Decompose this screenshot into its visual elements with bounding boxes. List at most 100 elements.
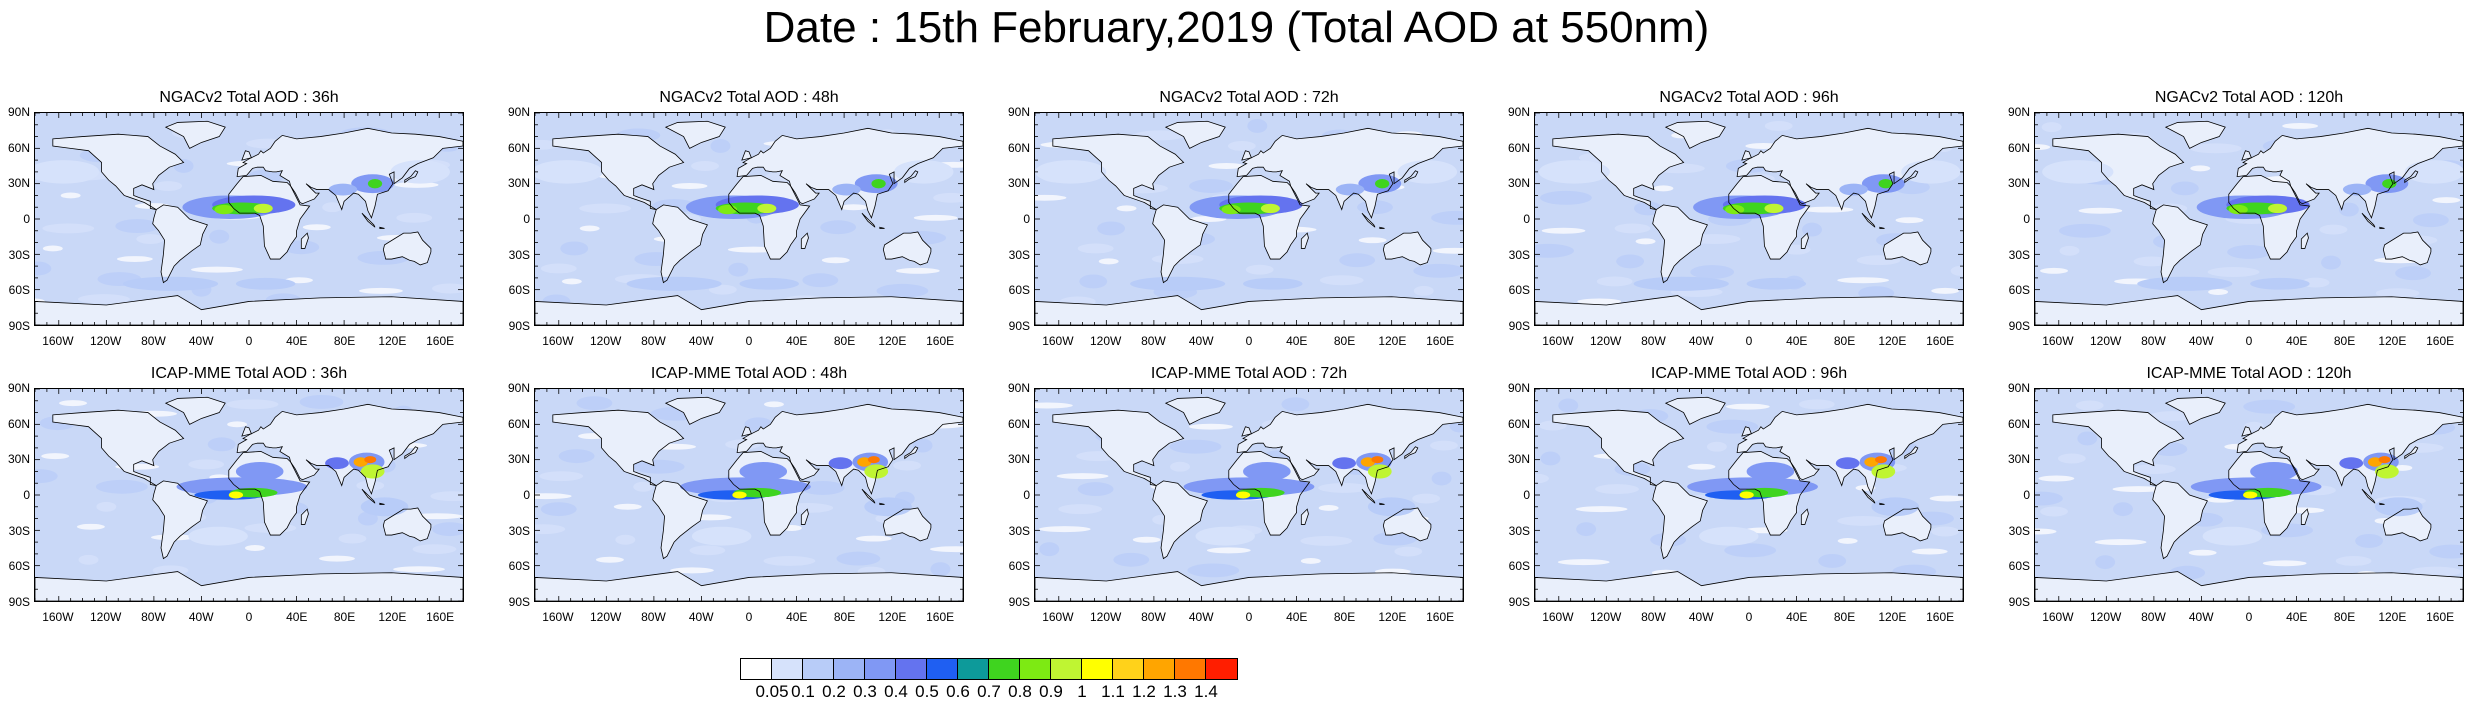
aod-map xyxy=(1034,388,1464,602)
lon-label: 120E xyxy=(378,610,407,624)
lon-label: 160E xyxy=(426,610,455,624)
lon-label: 40W xyxy=(1188,334,1214,348)
lon-label: 80E xyxy=(2333,334,2356,348)
colorbar-swatch xyxy=(834,659,865,679)
lat-label: 90N xyxy=(1507,381,1530,395)
lat-label: 90N xyxy=(2007,105,2030,119)
aod-map xyxy=(534,388,964,602)
lat-label: 60S xyxy=(2008,559,2030,574)
colorbar-swatch xyxy=(896,659,927,679)
lat-label: 90S xyxy=(8,595,30,609)
lat-label: 90S xyxy=(1508,319,1530,333)
colorbar-swatch xyxy=(1175,659,1206,679)
lat-label: 90S xyxy=(8,319,30,333)
lat-label: 90S xyxy=(1508,595,1530,609)
colorbar-swatch xyxy=(1206,659,1237,679)
map-panel: NGACv2 Total AOD : 48h 90N 60N 30N 0 30S 60S 90… xyxy=(500,88,1000,358)
lon-label: 160E xyxy=(1426,334,1455,348)
lat-label: 90S xyxy=(508,595,530,609)
colorbar-swatch xyxy=(865,659,896,679)
lon-label: 0 xyxy=(245,334,253,348)
map-panel: ICAP-MME Total AOD : 120h 90N 60N 30N 0 30S 60… xyxy=(2000,364,2473,634)
lon-label: 0 xyxy=(1745,334,1753,348)
lat-label: 90S xyxy=(2008,595,2030,609)
colorbar-label: 1.3 xyxy=(1163,682,1187,701)
lat-label: 30S xyxy=(1008,523,1030,538)
lon-label: 160W xyxy=(42,334,74,348)
lat-label: 30S xyxy=(8,247,30,262)
lon-label: 160W xyxy=(542,610,574,624)
lon-label: 160W xyxy=(1542,610,1574,624)
lon-label: 40W xyxy=(1688,334,1714,348)
lon-label: 80W xyxy=(141,610,166,624)
lon-label: 160W xyxy=(2042,610,2074,624)
lon-label: 160E xyxy=(926,334,955,348)
lat-label: 60N xyxy=(1007,140,1030,155)
lat-label: 0 xyxy=(2023,212,2030,226)
lat-label: 30N xyxy=(1507,176,1530,191)
lon-label: 40E xyxy=(2286,610,2308,624)
colorbar-label: 0.1 xyxy=(791,682,815,701)
map-panel: ICAP-MME Total AOD : 96h 90N 60N 30N 0 30S 60S… xyxy=(1500,364,2000,634)
lat-label: 0 xyxy=(523,212,530,226)
aod-map xyxy=(34,112,464,326)
lon-label: 160E xyxy=(1926,610,1955,624)
lon-label: 160W xyxy=(1542,334,1574,348)
lon-label: 80W xyxy=(1641,610,1666,624)
lon-label: 40W xyxy=(188,610,214,624)
lat-label: 30S xyxy=(1508,247,1530,262)
lat-label: 30N xyxy=(7,452,30,467)
lon-label: 80E xyxy=(2333,610,2356,624)
colorbar-swatch xyxy=(958,659,989,679)
colorbar-swatch xyxy=(989,659,1020,679)
lat-label: 60N xyxy=(2007,140,2030,155)
lat-label: 60S xyxy=(2008,283,2030,298)
lon-label: 40E xyxy=(1786,334,1808,348)
aod-map xyxy=(1034,112,1464,326)
colorbar-swatch xyxy=(1113,659,1144,679)
lat-label: 90N xyxy=(1507,105,1530,119)
lat-label: 90N xyxy=(507,381,530,395)
colorbar-swatch xyxy=(1144,659,1175,679)
lon-label: 80W xyxy=(2141,334,2166,348)
lon-label: 40E xyxy=(286,610,308,624)
lat-label: 90N xyxy=(1007,105,1030,119)
lat-label: 0 xyxy=(1023,212,1030,226)
colorbar-label: 1.4 xyxy=(1194,682,1218,701)
lon-label: 40E xyxy=(1286,610,1308,624)
lon-label: 80E xyxy=(833,610,856,624)
lon-label: 80E xyxy=(1833,610,1856,624)
lat-label: 30N xyxy=(2007,452,2030,467)
colorbar-label: 1.2 xyxy=(1132,682,1156,701)
colorbar-swatch xyxy=(1051,659,1082,679)
lon-label: 80E xyxy=(333,610,356,624)
colorbar-label: 1.1 xyxy=(1101,682,1125,701)
lon-label: 0 xyxy=(245,610,253,624)
lat-label: 30N xyxy=(7,176,30,191)
lat-label: 0 xyxy=(23,212,30,226)
panel-title: ICAP-MME Total AOD : 72h xyxy=(1150,365,1348,382)
lat-label: 30N xyxy=(1007,176,1030,191)
lat-label: 30S xyxy=(1508,523,1530,538)
map-panel: NGACv2 Total AOD : 72h 90N 60N 30N 0 30S 60S 90… xyxy=(1000,88,1500,358)
lon-label: 160W xyxy=(1042,334,1074,348)
lon-label: 40E xyxy=(2286,334,2308,348)
lat-label: 30S xyxy=(508,523,530,538)
map-panel: NGACv2 Total AOD : 120h 90N 60N 30N 0 30S 60S 9… xyxy=(2000,88,2473,358)
lat-label: 90N xyxy=(507,105,530,119)
panel-title: ICAP-MME Total AOD : 96h xyxy=(1650,365,1848,382)
aod-map xyxy=(34,388,464,602)
lon-label: 160W xyxy=(1042,610,1074,624)
lat-label: 60S xyxy=(1008,559,1030,574)
map-panel: ICAP-MME Total AOD : 72h 90N 60N 30N 0 30S 60S… xyxy=(1000,364,1500,634)
lon-label: 80E xyxy=(1833,334,1856,348)
lon-label: 40W xyxy=(1688,610,1714,624)
lat-label: 30N xyxy=(2007,176,2030,191)
colorbar-label: 0.4 xyxy=(884,682,908,701)
colorbar-label: 0.5 xyxy=(915,682,939,701)
lon-label: 120W xyxy=(1089,610,1122,624)
lon-label: 0 xyxy=(1745,610,1753,624)
lon-label: 40E xyxy=(1786,610,1808,624)
aod-map xyxy=(1534,388,1964,602)
lon-label: 80W xyxy=(1641,334,1666,348)
